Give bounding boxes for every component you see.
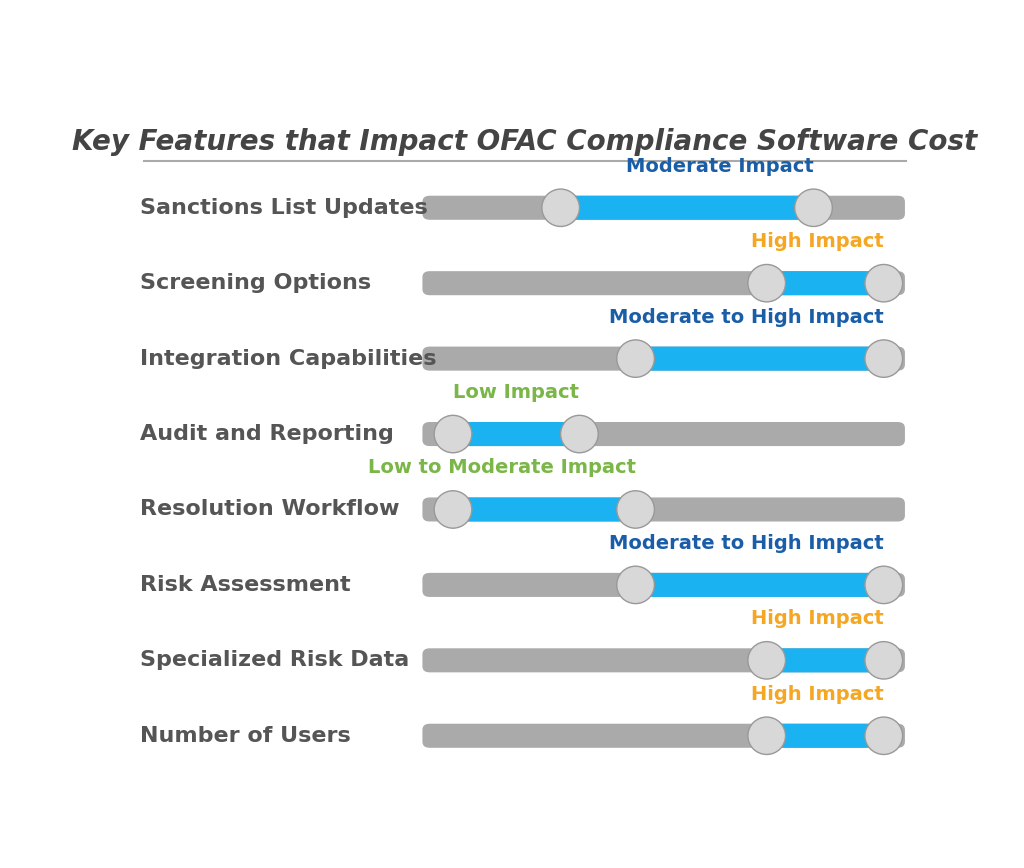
FancyBboxPatch shape <box>423 195 905 220</box>
Ellipse shape <box>618 492 653 527</box>
Text: Resolution Workflow: Resolution Workflow <box>140 499 399 519</box>
Ellipse shape <box>748 717 785 754</box>
Ellipse shape <box>618 568 653 602</box>
Text: Number of Users: Number of Users <box>140 726 350 746</box>
Ellipse shape <box>750 266 784 300</box>
Ellipse shape <box>616 490 654 529</box>
Ellipse shape <box>866 643 901 678</box>
FancyBboxPatch shape <box>423 422 905 446</box>
Text: High Impact: High Impact <box>751 609 884 628</box>
Text: Moderate to High Impact: Moderate to High Impact <box>609 534 884 553</box>
Ellipse shape <box>748 641 785 679</box>
FancyBboxPatch shape <box>760 724 891 748</box>
FancyBboxPatch shape <box>423 346 905 371</box>
Ellipse shape <box>866 568 901 602</box>
Ellipse shape <box>866 719 901 753</box>
Text: Low Impact: Low Impact <box>454 383 580 402</box>
FancyBboxPatch shape <box>554 195 820 220</box>
Ellipse shape <box>542 189 580 227</box>
Text: Integration Capabilities: Integration Capabilities <box>140 349 436 369</box>
Ellipse shape <box>750 719 784 753</box>
Ellipse shape <box>865 265 902 302</box>
Ellipse shape <box>616 340 654 378</box>
FancyBboxPatch shape <box>445 497 643 522</box>
Ellipse shape <box>544 190 579 225</box>
Ellipse shape <box>750 643 784 678</box>
Ellipse shape <box>865 717 902 754</box>
FancyBboxPatch shape <box>423 724 905 748</box>
FancyBboxPatch shape <box>423 271 905 295</box>
Ellipse shape <box>616 566 654 603</box>
FancyBboxPatch shape <box>760 648 891 673</box>
FancyBboxPatch shape <box>629 573 891 597</box>
FancyBboxPatch shape <box>423 497 905 522</box>
Ellipse shape <box>562 417 597 451</box>
Text: Key Features that Impact OFAC Compliance Software Cost: Key Features that Impact OFAC Compliance… <box>72 128 978 155</box>
Ellipse shape <box>748 265 785 302</box>
Text: Moderate Impact: Moderate Impact <box>626 157 813 175</box>
FancyBboxPatch shape <box>423 573 905 597</box>
Text: Sanctions List Updates: Sanctions List Updates <box>140 198 428 218</box>
Ellipse shape <box>434 490 472 529</box>
Text: Moderate to High Impact: Moderate to High Impact <box>609 307 884 326</box>
FancyBboxPatch shape <box>629 346 891 371</box>
Text: High Impact: High Impact <box>751 685 884 704</box>
Ellipse shape <box>796 190 830 225</box>
Text: Low to Moderate Impact: Low to Moderate Impact <box>368 458 636 477</box>
Text: Audit and Reporting: Audit and Reporting <box>140 424 394 444</box>
Text: Screening Options: Screening Options <box>140 273 371 293</box>
Ellipse shape <box>560 415 598 453</box>
FancyBboxPatch shape <box>423 648 905 673</box>
Ellipse shape <box>795 189 833 227</box>
Ellipse shape <box>618 341 653 376</box>
FancyBboxPatch shape <box>760 271 891 295</box>
Ellipse shape <box>865 566 902 603</box>
Ellipse shape <box>435 492 470 527</box>
Text: Specialized Risk Data: Specialized Risk Data <box>140 650 410 670</box>
Text: Risk Assessment: Risk Assessment <box>140 575 350 595</box>
Ellipse shape <box>865 340 902 378</box>
Ellipse shape <box>435 417 470 451</box>
Ellipse shape <box>434 415 472 453</box>
FancyBboxPatch shape <box>445 422 587 446</box>
Ellipse shape <box>866 341 901 376</box>
Ellipse shape <box>865 641 902 679</box>
Text: High Impact: High Impact <box>751 232 884 251</box>
Ellipse shape <box>866 266 901 300</box>
